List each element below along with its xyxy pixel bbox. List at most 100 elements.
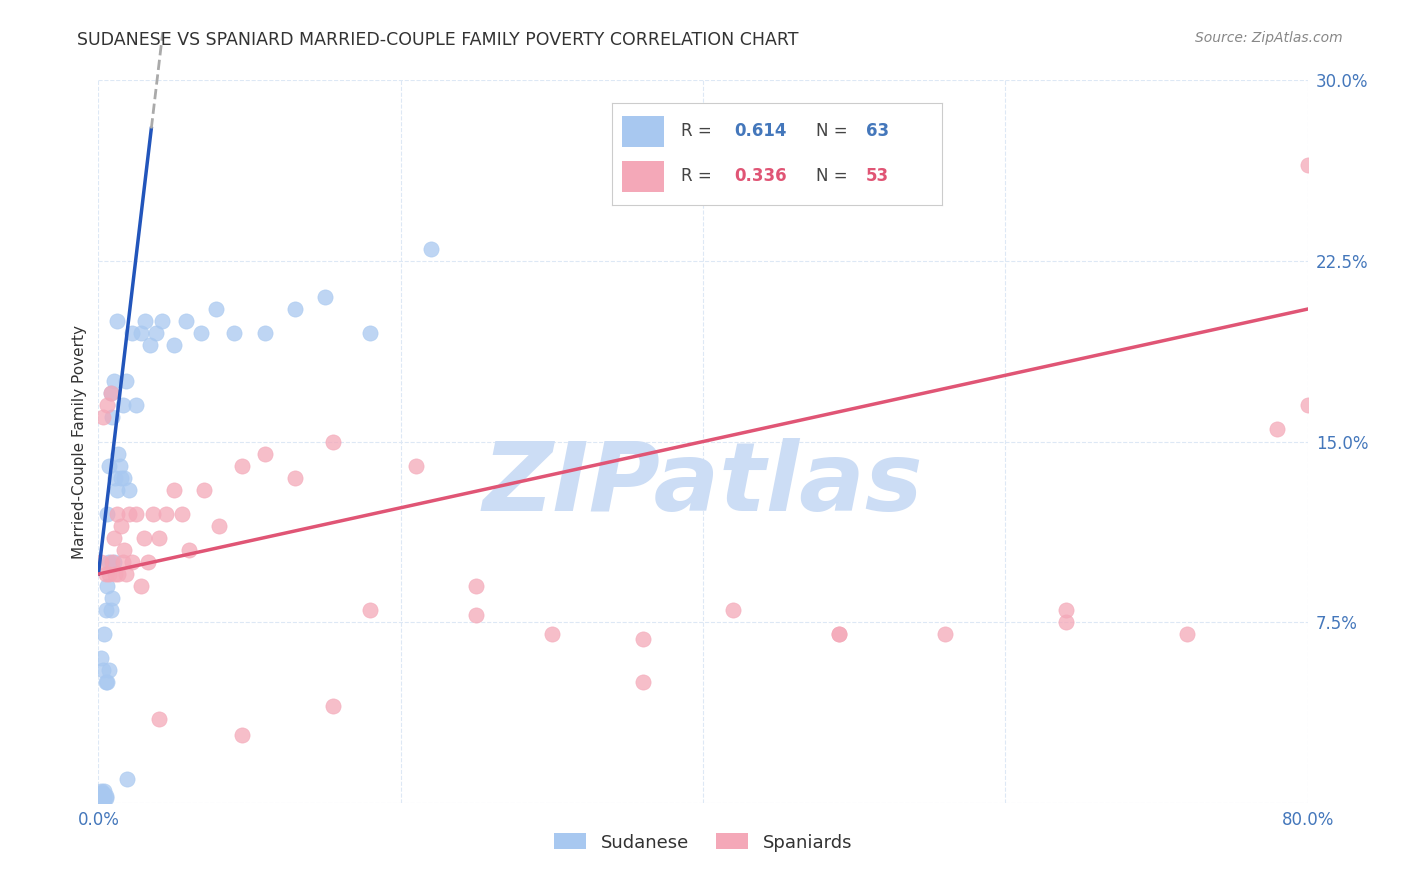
Point — [1054, 615, 1077, 630]
Point — [114, 374, 136, 388]
Point — [934, 627, 956, 641]
Point — [150, 314, 173, 328]
Point — [96, 675, 118, 690]
Point — [94, 603, 117, 617]
Point — [89, 789, 111, 803]
Point — [100, 386, 122, 401]
Point — [129, 579, 152, 593]
Point — [115, 772, 138, 786]
Point — [465, 579, 488, 593]
Point — [89, 791, 111, 805]
Text: 53: 53 — [866, 168, 889, 186]
Point — [90, 784, 112, 798]
Point — [114, 567, 136, 582]
Point — [89, 793, 111, 807]
Point — [145, 326, 167, 340]
Point — [314, 290, 336, 304]
Point — [96, 507, 118, 521]
Text: 0.336: 0.336 — [734, 168, 786, 186]
Text: ZIPatlas: ZIPatlas — [482, 438, 924, 532]
Point — [205, 301, 228, 317]
Point — [98, 664, 121, 678]
Point — [89, 791, 111, 805]
Text: N =: N = — [817, 168, 848, 186]
Point — [163, 338, 186, 352]
Point — [93, 627, 115, 641]
Point — [193, 483, 215, 497]
Point — [90, 786, 112, 800]
Point — [111, 555, 134, 569]
Point — [91, 793, 114, 807]
Point — [125, 507, 148, 521]
Point — [104, 567, 127, 582]
Point — [253, 326, 276, 340]
Point — [118, 483, 141, 497]
Point — [101, 591, 124, 605]
Point — [284, 470, 307, 484]
Point — [253, 446, 276, 460]
Point — [142, 507, 165, 521]
Point — [174, 314, 197, 328]
Point — [100, 603, 122, 617]
Point — [93, 789, 115, 803]
Point — [101, 410, 124, 425]
Point — [90, 555, 112, 569]
Point — [828, 627, 851, 641]
Point — [360, 326, 382, 340]
Point — [93, 784, 115, 798]
Point — [112, 542, 135, 557]
Point — [139, 338, 162, 352]
Point — [723, 603, 745, 617]
Point — [96, 579, 118, 593]
Point — [98, 555, 121, 569]
Point — [155, 507, 177, 521]
Point — [98, 458, 121, 473]
Text: R =: R = — [681, 168, 711, 186]
Point — [90, 791, 112, 805]
Point — [91, 786, 114, 800]
Point — [121, 555, 143, 569]
Point — [91, 791, 114, 805]
Text: SUDANESE VS SPANIARD MARRIED-COUPLE FAMILY POVERTY CORRELATION CHART: SUDANESE VS SPANIARD MARRIED-COUPLE FAMI… — [77, 31, 799, 49]
Point — [405, 458, 427, 473]
Point — [112, 470, 135, 484]
Point — [420, 242, 443, 256]
Bar — [621, 161, 665, 192]
Point — [111, 398, 134, 412]
Point — [170, 507, 193, 521]
Point — [91, 410, 114, 425]
Point — [108, 458, 131, 473]
Point — [125, 398, 148, 412]
Point — [94, 791, 117, 805]
Text: 0.614: 0.614 — [734, 122, 786, 140]
Point — [107, 446, 129, 460]
Point — [540, 627, 562, 641]
Point — [1054, 603, 1077, 617]
Point — [103, 555, 125, 569]
Point — [105, 314, 128, 328]
Bar — [621, 116, 665, 146]
Point — [322, 699, 344, 714]
Point — [224, 326, 246, 340]
Point — [1296, 398, 1319, 412]
Point — [179, 542, 201, 557]
Point — [103, 531, 125, 545]
Point — [1296, 157, 1319, 171]
Point — [231, 728, 253, 742]
Point — [100, 386, 122, 401]
Point — [631, 675, 654, 690]
Point — [208, 518, 231, 533]
Point — [93, 793, 115, 807]
Point — [98, 567, 121, 582]
Point — [465, 607, 488, 622]
Point — [148, 712, 170, 726]
Point — [90, 789, 112, 803]
Point — [91, 789, 114, 803]
Point — [631, 632, 654, 646]
Point — [284, 301, 307, 317]
Point — [110, 470, 132, 484]
Point — [134, 314, 156, 328]
Point — [828, 627, 851, 641]
Point — [322, 434, 344, 449]
Point — [107, 567, 129, 582]
